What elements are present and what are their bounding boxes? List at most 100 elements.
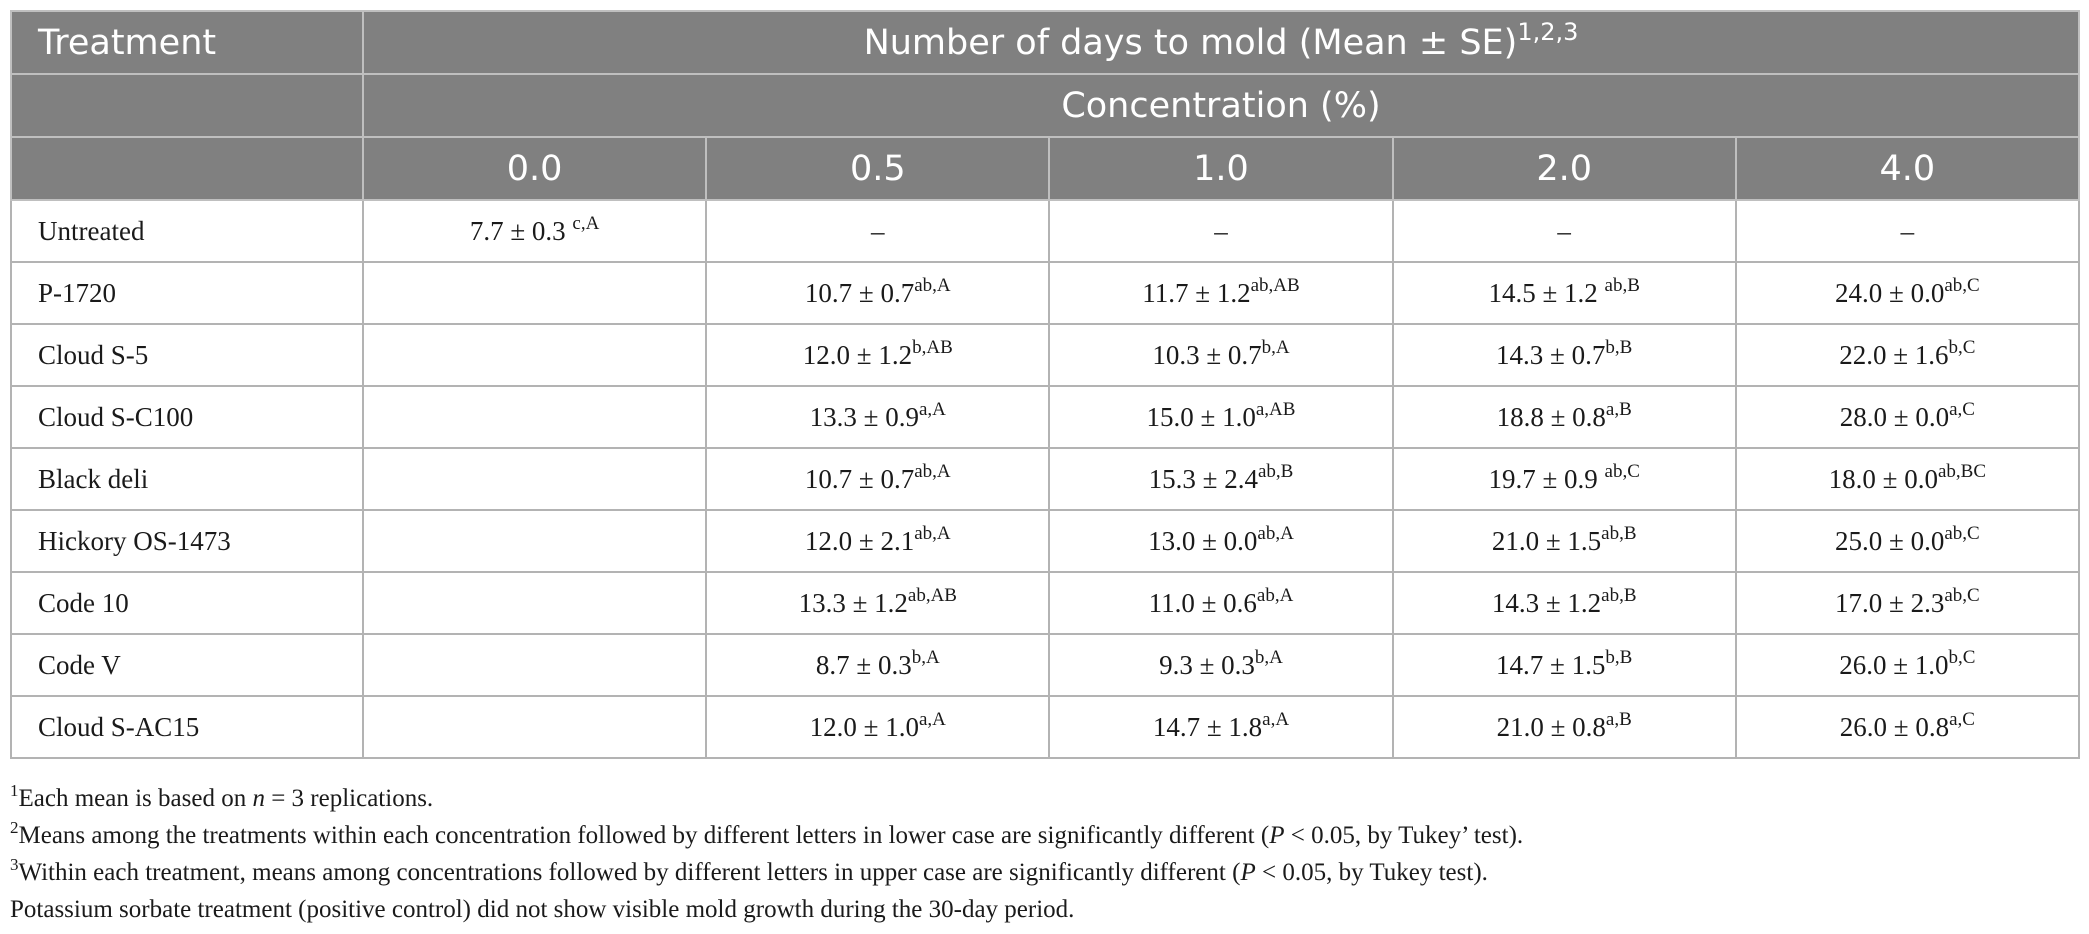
mean-se-value: 15.0 ± 1.0 [1146,401,1256,432]
significance-letters: c,A [572,212,600,234]
header-row-concentration: Concentration (%) [10,73,2080,138]
treatment-name-cell: Untreated [10,199,364,263]
concentration-level-header: 2.0 [1391,136,1737,201]
significance-letters: a,C [1949,708,1975,730]
value-cell: 17.0 ± 2.3ab,C [1734,571,2080,635]
mean-se-value: 14.3 ± 1.2 [1491,587,1602,618]
value-cell [361,633,708,697]
value-cell: 28.0 ± 0.0a,C [1734,385,2080,449]
significance-letters: a,C [1949,398,1975,420]
footnote-italic: n [252,785,265,812]
footnote-text: < 0.05, by Tukey’ test). [1284,822,1524,849]
days-to-mold-table: Treatment Number of days to mold (Mean ±… [10,10,2080,759]
significance-letters: ab,C [1944,274,1980,296]
value-cell: – [1734,199,2080,263]
mean-se-value: 13.3 ± 0.9 [809,401,919,432]
significance-letters: a,A [918,708,946,730]
mean-se-value: 21.0 ± 1.5 [1491,525,1602,556]
treatment-name-cell: Code 10 [10,571,364,635]
significance-letters: b,A [1261,336,1290,358]
value-cell: 14.7 ± 1.8a,A [1048,695,1394,759]
significance-letters: ab,AB [1250,274,1300,296]
mean-se-value: – [1900,215,1915,246]
value-cell: – [705,199,1051,263]
significance-letters: ab,C [1604,460,1640,482]
header-blank-cell [10,73,364,138]
significance-letters: ab,A [914,460,951,482]
footnote-3: 3Within each treatment, means among conc… [10,854,2078,891]
concentration-level-header: 1.0 [1048,136,1394,201]
mean-se-value: 11.0 ± 0.6 [1148,587,1257,618]
footnote-text: < 0.05, by Tukey test). [1255,859,1488,886]
value-cell: 25.0 ± 0.0ab,C [1734,509,2080,573]
value-cell: 14.5 ± 1.2 ab,B [1391,261,1737,325]
footnote-1: 1Each mean is based on n = 3 replication… [10,780,2078,817]
concentration-level-header: 4.0 [1734,136,2080,201]
mean-se-value: 12.0 ± 1.2 [802,339,913,370]
value-cell [361,447,708,511]
value-cell [361,261,708,325]
footnote-4: Potassium sorbate treatment (positive co… [10,896,1075,923]
footnote-text: Means among the treatments within each c… [18,822,1270,849]
value-cell: 18.0 ± 0.0ab,BC [1734,447,2080,511]
mean-se-value: – [871,215,885,246]
value-cell: 21.0 ± 0.8a,B [1391,695,1737,759]
value-cell: 22.0 ± 1.6b,C [1734,323,2080,387]
mean-se-value: 18.0 ± 0.0 [1828,463,1938,494]
value-cell: 14.3 ± 1.2ab,B [1391,571,1737,635]
value-cell: 11.0 ± 0.6ab,A [1048,571,1394,635]
value-cell: 18.8 ± 0.8a,B [1391,385,1737,449]
significance-letters: ab,B [1257,460,1294,482]
significance-letters: ab,BC [1938,460,1987,482]
footnote-italic: P [1240,859,1256,886]
treatment-name-cell: Code V [10,633,364,697]
mean-se-value: 14.5 ± 1.2 [1488,277,1605,308]
table-body: Untreated 7.7 ± 0.3 c,A – – – – P-1720 10.7 ± 0… [10,199,2080,759]
value-cell [361,695,708,759]
treatment-name-cell: Cloud S-AC15 [10,695,364,759]
footnote-italic: P [1269,822,1285,849]
value-cell: 7.7 ± 0.3 c,A [361,199,708,263]
mean-se-value: 12.0 ± 2.1 [804,525,915,556]
footnote-mark: 2 [10,818,19,837]
mean-se-value: 26.0 ± 1.0 [1839,649,1949,680]
value-cell: 24.0 ± 0.0ab,C [1734,261,2080,325]
value-cell: 10.7 ± 0.7ab,A [705,447,1051,511]
significance-letters: ab,A [1256,584,1294,606]
value-cell: 13.0 ± 0.0ab,A [1048,509,1394,573]
mean-se-value: 17.0 ± 2.3 [1835,587,1945,618]
significance-letters: ab,A [914,522,951,544]
mean-se-value: 15.3 ± 2.4 [1148,463,1258,494]
significance-letters: b,A [1254,646,1283,668]
value-cell: 13.3 ± 1.2ab,AB [705,571,1051,635]
significance-letters: ab,A [914,274,951,296]
significance-letters: a,A [918,398,946,420]
significance-letters: b,C [1948,646,1976,668]
data-table-container: Treatment Number of days to mold (Mean ±… [10,10,2080,759]
significance-letters: b,C [1948,336,1976,358]
mean-se-value: 14.3 ± 0.7 [1496,339,1606,370]
significance-letters: ab,A [1257,522,1294,544]
concentration-level-header: 0.5 [705,136,1051,201]
table-row: Untreated 7.7 ± 0.3 c,A – – – – [10,199,2080,263]
header-row-levels: 0.0 0.5 1.0 2.0 4.0 [10,136,2080,201]
significance-letters: ab,C [1944,522,1980,544]
mean-se-value: 11.7 ± 1.2 [1142,277,1251,308]
footnote-text: Each mean is based on [18,785,253,812]
value-cell: 10.3 ± 0.7b,A [1048,323,1394,387]
treatment-name-cell: P-1720 [10,261,364,325]
footnote-2: 2Means among the treatments within each … [10,817,2078,854]
mean-se-value: 8.7 ± 0.3 [815,649,912,680]
treatment-name-cell: Black deli [10,447,364,511]
mean-se-value: 7.7 ± 0.3 [469,215,573,246]
header-blank-cell [10,136,364,201]
mean-se-value: 10.7 ± 0.7 [804,463,915,494]
mean-se-value: 24.0 ± 0.0 [1835,277,1945,308]
mean-se-value: 10.3 ± 0.7 [1152,339,1262,370]
table-title: Number of days to mold (Mean ± SE) [863,22,1518,63]
mean-se-value: – [1214,215,1228,246]
table-row: Black deli 10.7 ± 0.7ab,A 15.3 ± 2.4ab,B 19… [10,447,2080,511]
mean-se-value: 21.0 ± 0.8 [1496,711,1606,742]
significance-letters: ab,C [1944,584,1980,606]
value-cell: – [1391,199,1737,263]
